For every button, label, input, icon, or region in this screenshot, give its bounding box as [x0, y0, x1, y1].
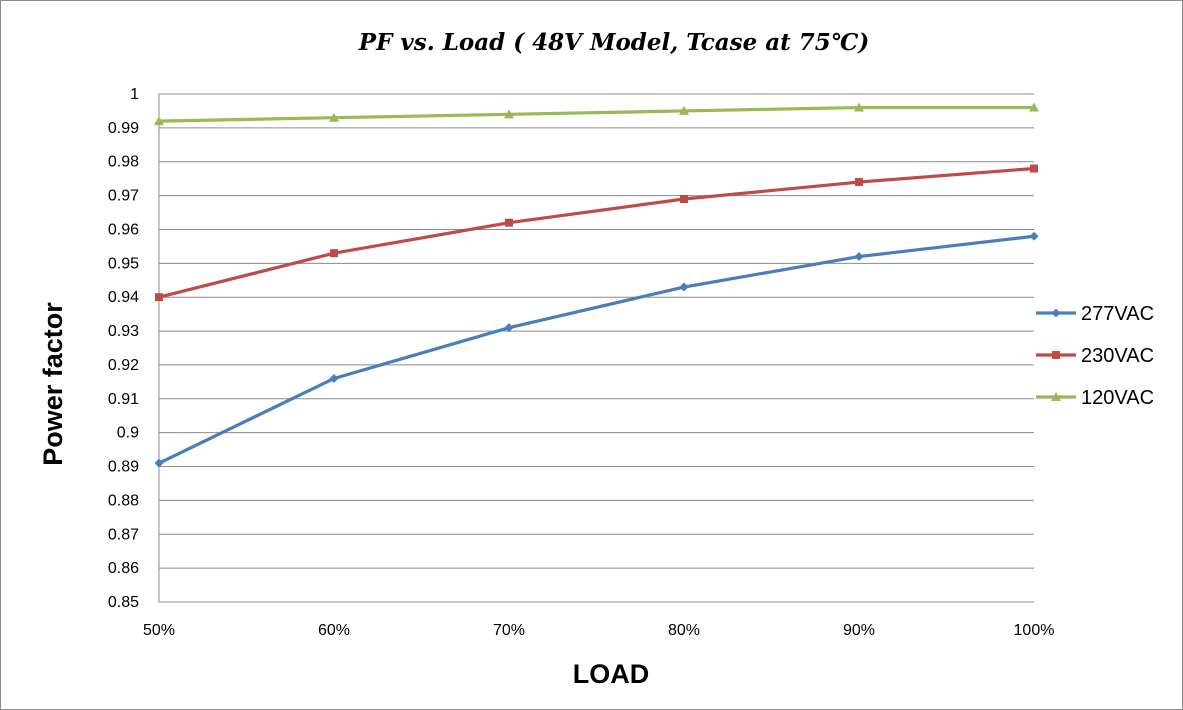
legend-marker-120vac: [1051, 392, 1061, 401]
x-tick-label: 100%: [1014, 622, 1055, 639]
y-tick-label: 0.98: [108, 154, 139, 171]
x-tick-label: 80%: [668, 622, 700, 639]
data-point-230vac: [330, 249, 338, 258]
y-tick-label: 0.86: [108, 560, 139, 577]
x-axis-title: LOAD: [573, 659, 650, 689]
y-tick-label: 0.95: [108, 255, 139, 272]
legend-label-120vac: 120VAC: [1081, 387, 1154, 409]
data-point-277vac: [504, 323, 514, 333]
y-tick-label: 0.92: [108, 357, 139, 374]
legend: 277VAC 230VAC 120VAC: [1036, 303, 1154, 409]
data-point-230vac: [155, 293, 163, 302]
y-tick-label: 1: [130, 86, 139, 103]
data-point-120vac: [1029, 102, 1039, 112]
legend-label-277vac: 277VAC: [1081, 303, 1154, 325]
y-tick-label: 0.9: [117, 425, 139, 442]
legend-marker-230vac: [1052, 351, 1060, 359]
data-point-230vac: [505, 218, 513, 227]
x-tick-label: 70%: [493, 622, 525, 639]
x-tick-label: 60%: [318, 622, 350, 639]
data-point-277vac: [679, 282, 689, 292]
x-axis-ticks: 50% 60% 70% 80% 90% 100%: [143, 622, 1054, 639]
legend-label-230vac: 230VAC: [1081, 345, 1154, 367]
y-tick-label: 0.99: [108, 120, 139, 137]
y-axis-title: Power factor: [38, 302, 68, 466]
y-tick-label: 0.94: [108, 289, 139, 306]
data-point-277vac: [154, 458, 164, 468]
series-line-120vac: [158, 105, 1034, 123]
data-point-277vac: [854, 252, 864, 262]
data-point-120vac: [329, 112, 339, 122]
y-tick-label: 0.88: [108, 492, 139, 509]
y-tick-label: 0.97: [108, 188, 139, 205]
y-tick-label: 0.93: [108, 323, 139, 340]
series-line-230vac: [158, 166, 1035, 299]
data-point-120vac: [854, 102, 864, 112]
x-tick-label: 50%: [143, 622, 175, 639]
data-point-230vac: [855, 178, 863, 187]
y-tick-label: 0.96: [108, 221, 139, 238]
legend-marker-277vac: [1051, 308, 1061, 318]
data-point-120vac: [679, 105, 689, 115]
data-point-277vac: [329, 373, 339, 383]
series-lines: [154, 102, 1039, 468]
y-tick-label: 0.85: [108, 594, 139, 611]
data-point-277vac: [1029, 231, 1039, 241]
data-point-120vac: [154, 116, 164, 126]
data-point-120vac: [504, 109, 514, 119]
data-point-230vac: [680, 194, 688, 203]
series-line-277vac: [158, 234, 1035, 465]
chart-title: PF vs. Load ( 48V Model, Tcase at 75℃): [358, 29, 869, 56]
data-point-230vac: [1030, 164, 1038, 173]
gridlines: [158, 93, 1034, 603]
y-tick-label: 0.91: [108, 391, 139, 408]
y-tick-label: 0.89: [108, 459, 139, 476]
x-tick-label: 90%: [843, 622, 875, 639]
y-axis-ticks: 0.85 0.86 0.87 0.88 0.89 0.9 0.91 0.92 0.93 0.94 0…: [108, 86, 139, 611]
y-tick-label: 0.87: [108, 526, 139, 543]
